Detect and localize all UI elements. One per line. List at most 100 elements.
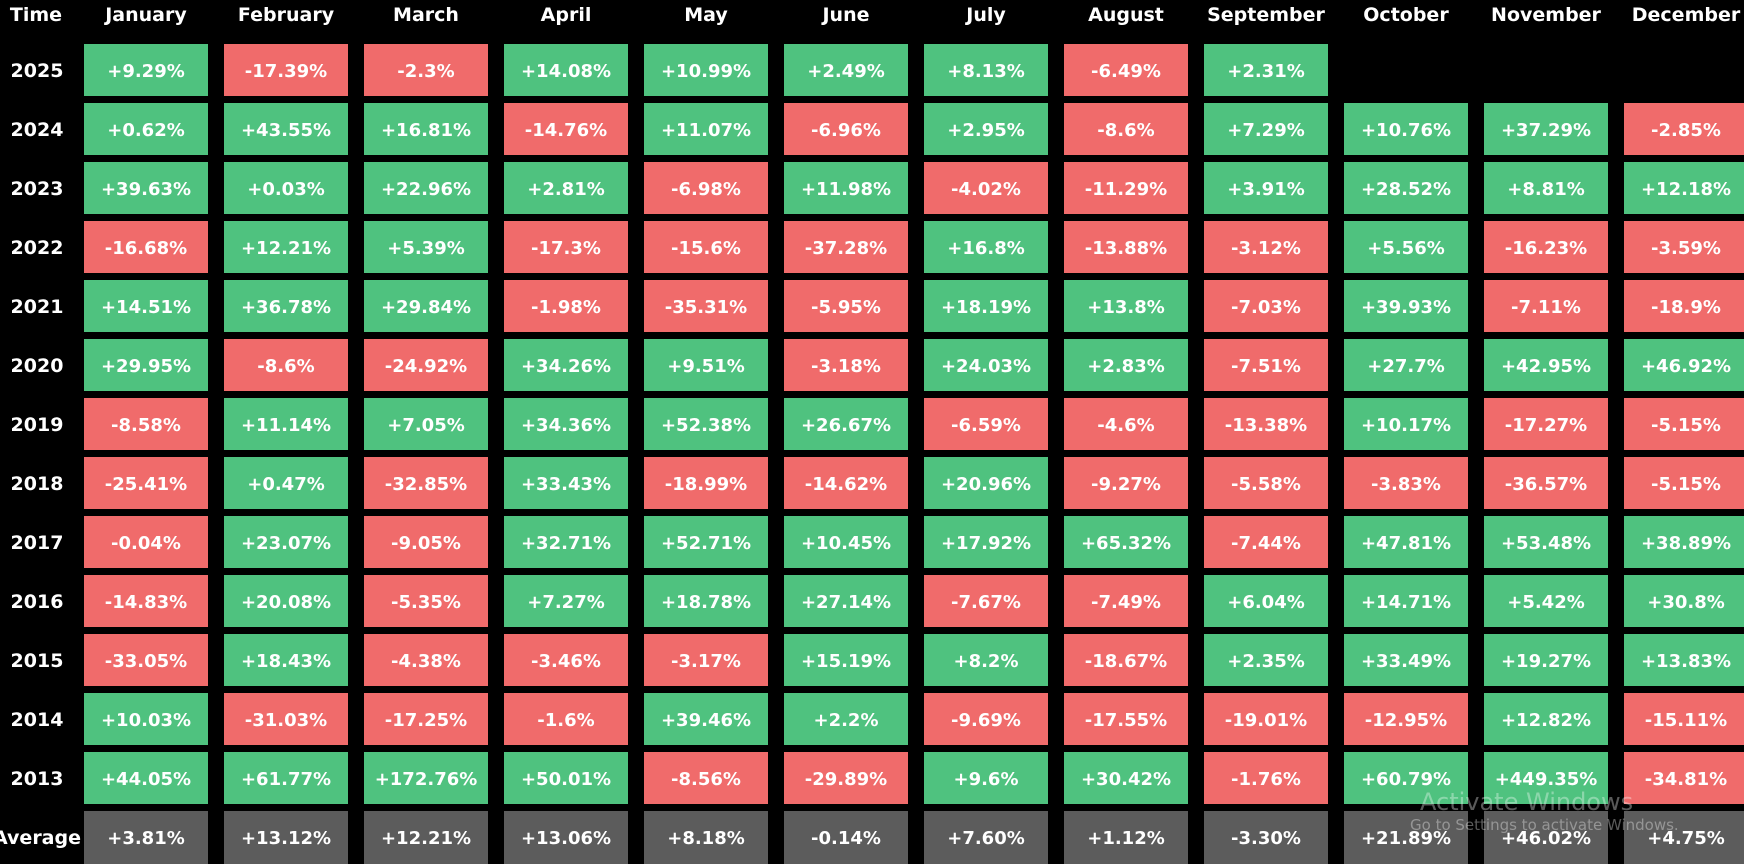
cell-2019-june [784,398,908,450]
cell-value-2022-january: -16.68% [105,238,187,259]
cell-2016-may [644,575,768,627]
cell-2021-march [364,280,488,332]
year-label-2013: 2013 [11,768,64,790]
cell-value-2014-january: +10.03% [101,710,191,731]
cell-2018-november [1484,457,1608,509]
cell-value-2020-january: +29.95% [101,356,191,377]
cell-value-2016-march: -5.35% [391,592,461,613]
cell-value-2014-april: -1.6% [537,710,594,731]
cell-value-2021-december: -18.9% [1651,297,1721,318]
cell-2017-june [784,516,908,568]
cell-2022-july [924,221,1048,273]
cell-2023-october [1344,162,1468,214]
year-label-2015: 2015 [11,650,64,672]
cell-value-2017-may: +52.71% [661,533,751,554]
cell-value-2014-june: +2.2% [813,710,878,731]
cell-value-2016-december: +30.8% [1647,592,1725,613]
month-header-december: December [1632,4,1741,26]
cell-2014-february [224,693,348,745]
cell-value-2017-november: +53.48% [1501,533,1591,554]
cell-value-2019-march: +7.05% [387,415,465,436]
cell-value-2024-april: -14.76% [525,120,607,141]
cell-2018-june [784,457,908,509]
cell-value-2019-august: -4.6% [1097,415,1154,436]
cell-2022-april [504,221,628,273]
cell-2024-june [784,103,908,155]
cell-value-2013-august: +30.42% [1081,769,1171,790]
cell-2015-may [644,634,768,686]
cell-2016-april [504,575,628,627]
cell-value-2016-november: +5.42% [1507,592,1585,613]
cell-value-2021-august: +13.8% [1087,297,1165,318]
cell-2015-july [924,634,1048,686]
cell-value-2017-march: -9.05% [391,533,461,554]
cell-2024-august [1064,103,1188,155]
average-value-june: -0.14% [811,828,881,849]
cell-value-2024-august: -8.6% [1097,120,1154,141]
cell-2022-may [644,221,768,273]
cell-2019-december [1624,398,1744,450]
cell-value-2023-may: -6.98% [671,179,741,200]
cell-2014-october [1344,693,1468,745]
cell-2025-march [364,44,488,96]
cell-value-2013-january: +44.05% [101,769,191,790]
cell-2014-july [924,693,1048,745]
cell-value-2017-april: +32.71% [521,533,611,554]
cell-value-2025-may: +10.99% [661,61,751,82]
cell-2025-july [924,44,1048,96]
cell-value-2013-february: +61.77% [241,769,331,790]
cell-2025-april [504,44,628,96]
cell-2014-june [784,693,908,745]
cell-2016-january [84,575,208,627]
cell-value-2015-march: -4.38% [391,651,461,672]
year-label-2014: 2014 [11,709,64,731]
month-header-july: July [964,4,1006,26]
cell-2024-december [1624,103,1744,155]
average-cell-may [644,811,768,864]
cell-value-2023-august: -11.29% [1085,179,1167,200]
average-value-october: +21.89% [1361,828,1451,849]
cell-2025-january [84,44,208,96]
cell-value-2020-february: -8.6% [257,356,314,377]
cell-value-2018-may: -18.99% [665,474,747,495]
cell-2017-october [1344,516,1468,568]
cell-value-2019-july: -6.59% [951,415,1021,436]
cell-2020-august [1064,339,1188,391]
cell-value-2022-october: +5.56% [1367,238,1445,259]
cell-value-2020-december: +46.92% [1641,356,1731,377]
cell-2023-november [1484,162,1608,214]
year-label-2017: 2017 [11,532,64,554]
cell-value-2018-august: -9.27% [1091,474,1161,495]
cell-value-2021-november: -7.11% [1511,297,1581,318]
month-header-february: February [238,4,335,26]
cell-2015-december [1624,634,1744,686]
cell-value-2018-september: -5.58% [1231,474,1301,495]
cell-value-2023-november: +8.81% [1507,179,1585,200]
year-label-2022: 2022 [11,237,64,259]
cell-2014-march [364,693,488,745]
average-cell-december [1624,811,1744,864]
cell-2024-march [364,103,488,155]
cell-value-2015-july: +8.2% [953,651,1018,672]
cell-value-2018-november: -36.57% [1505,474,1587,495]
cell-value-2016-may: +18.78% [661,592,751,613]
cell-value-2022-february: +12.21% [241,238,331,259]
month-header-january: January [103,4,187,26]
cell-value-2014-august: -17.55% [1085,710,1167,731]
cell-value-2016-july: -7.67% [951,592,1021,613]
average-value-february: +13.12% [241,828,331,849]
cell-2020-december [1624,339,1744,391]
cell-2025-august [1064,44,1188,96]
cell-value-2025-august: -6.49% [1091,61,1161,82]
cell-value-2016-january: -14.83% [105,592,187,613]
cell-2019-july [924,398,1048,450]
cell-value-2020-may: +9.51% [667,356,745,377]
cell-2013-july [924,752,1048,804]
cell-2015-october [1344,634,1468,686]
year-label-2021: 2021 [11,296,64,318]
cell-value-2013-november: +449.35% [1495,769,1598,790]
cell-value-2025-september: +2.31% [1227,61,1305,82]
cell-value-2020-august: +2.83% [1087,356,1165,377]
cell-2019-march [364,398,488,450]
average-value-august: +1.12% [1087,828,1165,849]
